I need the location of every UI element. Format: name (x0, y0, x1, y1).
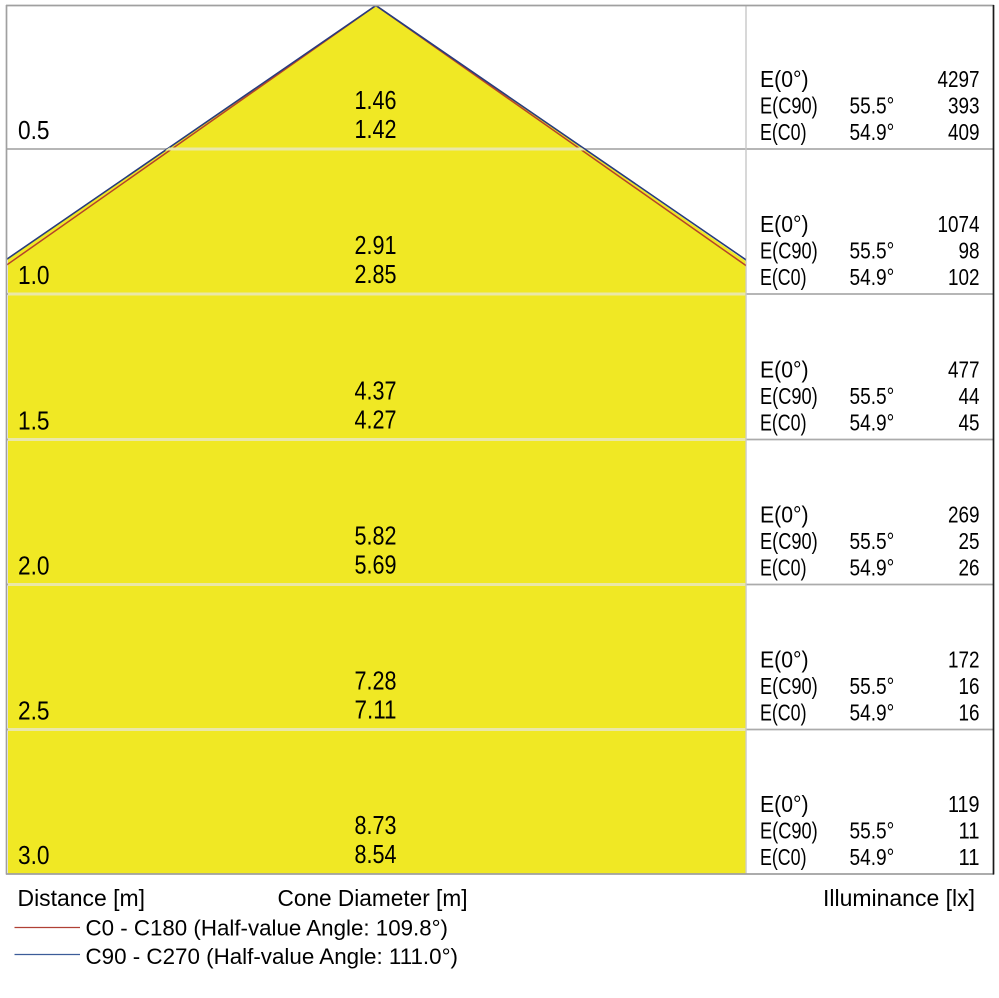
svg-text:E(C0): E(C0) (760, 410, 807, 436)
svg-text:172: 172 (948, 647, 980, 673)
svg-text:54.9°: 54.9° (850, 410, 895, 436)
svg-text:45: 45 (959, 410, 980, 436)
svg-text:3.0: 3.0 (18, 842, 50, 870)
svg-text:0.5: 0.5 (18, 117, 50, 145)
svg-text:11: 11 (959, 817, 980, 843)
svg-text:8.73: 8.73 (355, 812, 397, 840)
svg-text:393: 393 (948, 92, 980, 118)
svg-text:Illuminance [lx]: Illuminance [lx] (823, 885, 975, 911)
svg-text:55.5°: 55.5° (850, 92, 895, 118)
svg-text:Distance [m]: Distance [m] (18, 885, 146, 911)
svg-text:1.46: 1.46 (355, 87, 397, 115)
svg-text:54.9°: 54.9° (850, 264, 895, 290)
svg-text:E(C90): E(C90) (760, 92, 818, 118)
svg-text:55.5°: 55.5° (850, 673, 895, 699)
svg-text:7.28: 7.28 (355, 668, 397, 696)
svg-text:E(C0): E(C0) (760, 700, 807, 726)
svg-text:1.42: 1.42 (355, 116, 397, 144)
svg-text:5.69: 5.69 (355, 552, 397, 580)
svg-text:E(C0): E(C0) (760, 844, 807, 870)
svg-text:E(0°): E(0°) (760, 211, 809, 237)
svg-text:4.37: 4.37 (355, 378, 397, 406)
svg-text:54.9°: 54.9° (850, 119, 895, 145)
svg-text:119: 119 (948, 791, 980, 817)
svg-text:2.0: 2.0 (18, 553, 50, 581)
svg-text:55.5°: 55.5° (850, 528, 895, 554)
svg-text:25: 25 (959, 528, 980, 554)
svg-text:E(0°): E(0°) (760, 791, 809, 817)
svg-text:E(C90): E(C90) (760, 817, 818, 843)
svg-text:4.27: 4.27 (355, 407, 397, 435)
svg-text:E(0°): E(0°) (760, 357, 809, 383)
svg-text:C0 - C180 (Half-value Angle: 1: C0 - C180 (Half-value Angle: 109.8°) (86, 916, 449, 941)
svg-text:55.5°: 55.5° (850, 383, 895, 409)
svg-text:7.11: 7.11 (355, 697, 397, 725)
svg-text:269: 269 (948, 502, 980, 528)
svg-text:477: 477 (948, 357, 980, 383)
svg-text:2.85: 2.85 (355, 261, 397, 289)
svg-text:1074: 1074 (938, 211, 980, 237)
svg-text:E(C0): E(C0) (760, 555, 807, 581)
svg-text:2.5: 2.5 (18, 698, 50, 726)
svg-text:E(C90): E(C90) (760, 528, 818, 554)
svg-text:54.9°: 54.9° (850, 700, 895, 726)
svg-text:44: 44 (959, 383, 980, 409)
svg-text:98: 98 (959, 237, 980, 263)
svg-text:C90 - C270 (Half-value Angle:: C90 - C270 (Half-value Angle: 111.0°) (86, 944, 459, 969)
svg-text:5.82: 5.82 (355, 523, 397, 551)
svg-text:54.9°: 54.9° (850, 555, 895, 581)
svg-text:54.9°: 54.9° (850, 844, 895, 870)
svg-text:E(C90): E(C90) (760, 237, 818, 263)
svg-text:1.5: 1.5 (18, 408, 50, 436)
svg-text:102: 102 (948, 264, 980, 290)
svg-text:16: 16 (959, 700, 980, 726)
svg-text:E(0°): E(0°) (760, 502, 809, 528)
svg-text:E(C0): E(C0) (760, 119, 807, 145)
svg-text:E(C0): E(C0) (760, 264, 807, 290)
svg-text:Cone Diameter [m]: Cone Diameter [m] (278, 885, 468, 911)
svg-text:26: 26 (959, 555, 980, 581)
svg-text:E(0°): E(0°) (760, 647, 809, 673)
svg-text:55.5°: 55.5° (850, 817, 895, 843)
svg-text:16: 16 (959, 673, 980, 699)
svg-text:1.0: 1.0 (18, 262, 50, 290)
svg-text:2.91: 2.91 (355, 232, 397, 260)
svg-text:E(C90): E(C90) (760, 673, 818, 699)
svg-text:E(0°): E(0°) (760, 66, 809, 92)
svg-text:8.54: 8.54 (355, 841, 397, 869)
svg-text:E(C90): E(C90) (760, 383, 818, 409)
svg-text:4297: 4297 (938, 66, 980, 92)
svg-text:409: 409 (948, 119, 980, 145)
svg-text:55.5°: 55.5° (850, 237, 895, 263)
svg-text:11: 11 (959, 844, 980, 870)
